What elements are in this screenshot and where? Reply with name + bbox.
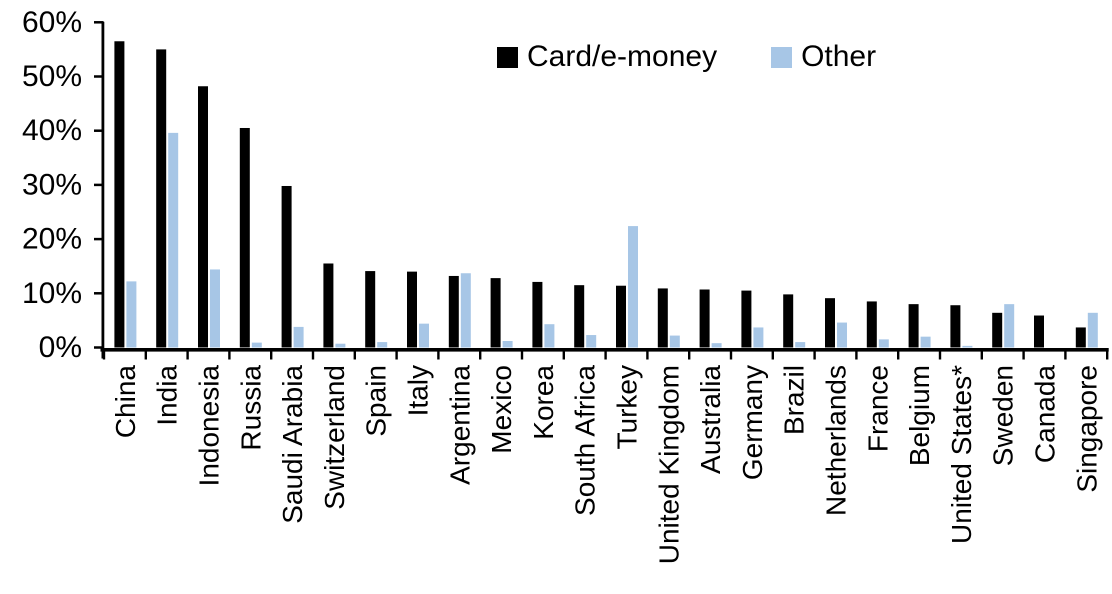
- x-axis-label-netherlands: Netherlands: [821, 365, 852, 516]
- x-axis-label-india: India: [152, 365, 183, 426]
- x-axis-label-spain: Spain: [361, 365, 392, 437]
- bar-card-e-money-france: [866, 301, 877, 348]
- legend-item-other: Other: [771, 40, 876, 74]
- legend-swatch-other: [771, 46, 793, 68]
- y-axis-label-40: 40%: [22, 114, 82, 147]
- bar-other-south-africa: [586, 335, 597, 348]
- bar-card-e-money-spain: [365, 271, 376, 348]
- bar-card-e-money-switzerland: [323, 263, 334, 348]
- bar-other-saudi-arabia: [293, 326, 304, 348]
- bar-card-e-money-italy: [407, 271, 417, 348]
- bar-card-e-money-saudi-arabia: [281, 185, 292, 348]
- x-axis-label-brazil: Brazil: [779, 365, 810, 435]
- bar-other-spain: [377, 342, 388, 348]
- bar-card-e-money-netherlands: [825, 298, 835, 348]
- bar-other-russia: [251, 342, 262, 348]
- x-axis-label-sweden: Sweden: [988, 365, 1019, 466]
- bar-card-e-money-china: [114, 41, 125, 348]
- y-axis-label-20: 20%: [22, 223, 82, 256]
- bar-card-e-money-india: [156, 49, 167, 348]
- x-axis-label-canada: Canada: [1030, 365, 1061, 464]
- bar-card-e-money-mexico: [490, 278, 501, 348]
- bar-other-brazil: [795, 342, 806, 348]
- bar-other-united-states: [962, 345, 973, 348]
- legend-swatch-card-e-money: [497, 46, 518, 68]
- bar-card-e-money-united-kingdom: [657, 288, 668, 348]
- bar-other-turkey: [628, 226, 638, 348]
- y-axis-label-50: 50%: [22, 60, 82, 93]
- bar-other-singapore: [1087, 312, 1098, 348]
- x-axis-label-south-africa: South Africa: [570, 365, 601, 516]
- x-axis-label-russia: Russia: [235, 365, 266, 451]
- bar-other-india: [168, 132, 179, 348]
- bar-card-e-money-canada: [1034, 315, 1044, 348]
- y-axis-label-30: 30%: [22, 168, 82, 201]
- bar-card-e-money-argentina: [448, 275, 459, 348]
- bar-card-e-money-singapore: [1075, 327, 1086, 348]
- bar-other-netherlands: [837, 322, 847, 348]
- y-axis-label-10: 10%: [22, 277, 82, 310]
- x-axis-label-australia: Australia: [695, 365, 726, 474]
- x-axis-label-argentina: Argentina: [444, 365, 475, 485]
- y-axis-line: [101, 21, 105, 359]
- bar-card-e-money-south-africa: [574, 285, 585, 348]
- chart-legend: Card/e-money Other: [497, 40, 876, 74]
- bar-other-belgium: [920, 336, 931, 348]
- x-axis-label-germany: Germany: [737, 365, 768, 480]
- bar-card-e-money-russia: [239, 127, 250, 348]
- x-axis-line: [100, 348, 1109, 352]
- bar-other-italy: [419, 323, 429, 348]
- y-axis-label-0: 0%: [39, 331, 82, 364]
- bar-card-e-money-belgium: [908, 304, 919, 348]
- x-axis-label-switzerland: Switzerland: [319, 365, 350, 510]
- bar-other-united-kingdom: [669, 335, 680, 348]
- bar-other-france: [878, 339, 889, 348]
- bar-card-e-money-united-states: [950, 305, 961, 348]
- bar-card-e-money-brazil: [783, 294, 794, 348]
- x-axis-label-united-kingdom: United Kingdom: [653, 365, 684, 564]
- bar-other-sweden: [1004, 304, 1015, 348]
- x-axis-label-indonesia: Indonesia: [194, 365, 225, 487]
- bar-card-e-money-germany: [741, 290, 752, 348]
- bar-card-e-money-turkey: [616, 285, 626, 348]
- x-axis-label-mexico: Mexico: [486, 365, 517, 454]
- x-axis-label-france: France: [862, 365, 893, 452]
- legend-label-card-e-money: Card/e-money: [527, 40, 718, 73]
- bar-card-e-money-korea: [532, 281, 543, 348]
- x-axis-label-saudi-arabia: Saudi Arabia: [277, 365, 308, 524]
- bar-other-australia: [711, 343, 722, 348]
- bar-other-mexico: [502, 340, 513, 348]
- bar-card-e-money-australia: [699, 289, 710, 348]
- bar-other-korea: [544, 324, 555, 348]
- y-axis-label-60: 60%: [22, 6, 82, 39]
- bar-other-indonesia: [210, 269, 220, 348]
- legend-item-card-e-money: Card/e-money: [497, 40, 717, 74]
- bar-card-e-money-indonesia: [198, 86, 208, 348]
- bar-other-germany: [753, 327, 764, 348]
- x-axis-label-united-states: United States*: [946, 365, 977, 544]
- bar-card-e-money-sweden: [992, 312, 1003, 348]
- x-axis-label-turkey: Turkey: [612, 365, 643, 450]
- x-axis-label-belgium: Belgium: [904, 365, 935, 466]
- bar-other-china: [126, 281, 137, 348]
- x-axis-label-china: China: [110, 365, 141, 439]
- legend-label-other: Other: [801, 40, 877, 73]
- x-axis-label-singapore: Singapore: [1071, 365, 1102, 493]
- bar-other-switzerland: [335, 343, 346, 348]
- bar-other-argentina: [460, 273, 471, 348]
- x-axis-label-korea: Korea: [528, 365, 559, 440]
- x-axis-label-italy: Italy: [403, 365, 434, 416]
